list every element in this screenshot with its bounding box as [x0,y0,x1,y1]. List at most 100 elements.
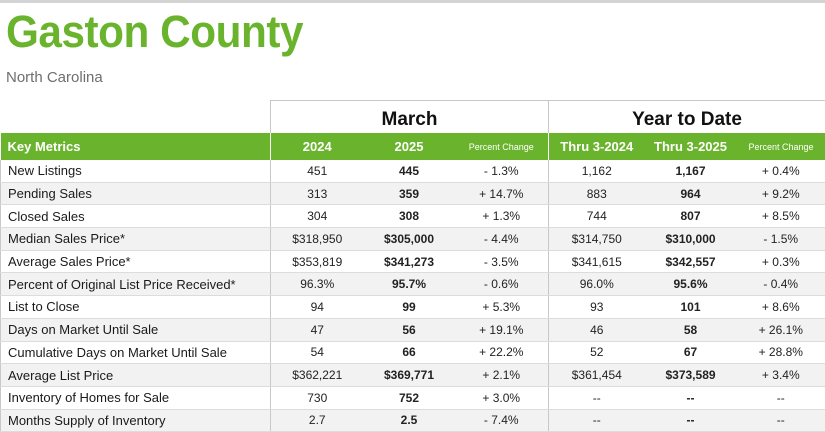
month-percent-change: + 22.2% [455,341,549,364]
header-thru-2025: Thru 3-2025 [645,133,737,160]
ytd-percent-change: + 0.3% [737,250,825,273]
month-2024-value: 96.3% [271,273,364,296]
column-header-row: Key Metrics 2024 2025 Percent Change Thr… [1,133,825,160]
month-2025-value: $369,771 [364,364,455,387]
ytd-2024-value: $361,454 [549,364,645,387]
month-2025-value: 752 [364,386,455,409]
month-2025-value: $305,000 [364,228,455,251]
page-title: Gaston County [6,2,303,62]
header-2025: 2025 [364,133,455,160]
ytd-2025-value: 1,167 [645,160,737,182]
ytd-2024-value: 1,162 [549,160,645,182]
month-2025-value: $341,273 [364,250,455,273]
month-2024-value: 47 [271,318,364,341]
month-percent-change: - 4.4% [455,228,549,251]
metric-label: Average List Price [1,364,271,387]
metric-label: List to Close [1,296,271,319]
month-percent-change: - 0.6% [455,273,549,296]
ytd-2025-value: -- [645,386,737,409]
month-percent-change: + 5.3% [455,296,549,319]
ytd-2025-value: 95.6% [645,273,737,296]
metric-label: Days on Market Until Sale [1,318,271,341]
ytd-percent-change: + 9.2% [737,182,825,205]
page-subtitle: North Carolina [6,68,103,88]
header-ytd-percent-change: Percent Change [737,133,825,160]
ytd-2025-value: $373,589 [645,364,737,387]
metric-label: Percent of Original List Price Received* [1,273,271,296]
month-2024-value: 730 [271,386,364,409]
month-2024-value: 54 [271,341,364,364]
month-2024-value: $362,221 [271,364,364,387]
group-header-ytd: Year to Date [549,101,825,134]
metric-label: New Listings [1,160,271,182]
month-2024-value: 2.7 [271,409,364,432]
month-percent-change: + 2.1% [455,364,549,387]
month-2024-value: $353,819 [271,250,364,273]
month-2025-value: 445 [364,160,455,182]
metric-label: Cumulative Days on Market Until Sale [1,341,271,364]
column-group-row: March Year to Date [1,101,825,134]
ytd-percent-change: -- [737,386,825,409]
ytd-2024-value: -- [549,409,645,432]
month-percent-change: + 19.1% [455,318,549,341]
ytd-2024-value: 96.0% [549,273,645,296]
table-row: Average List Price$362,221$369,771+ 2.1%… [1,364,825,387]
month-2025-value: 66 [364,341,455,364]
ytd-2024-value: 93 [549,296,645,319]
ytd-percent-change: - 1.5% [737,228,825,251]
month-percent-change: - 3.5% [455,250,549,273]
metric-label: Inventory of Homes for Sale [1,386,271,409]
key-metrics-table: March Year to Date Key Metrics 2024 2025… [0,100,825,432]
group-header-month: March [271,101,549,134]
ytd-2025-value: -- [645,409,737,432]
ytd-2025-value: 67 [645,341,737,364]
month-percent-change: - 7.4% [455,409,549,432]
metric-label: Closed Sales [1,205,271,228]
month-2024-value: 451 [271,160,364,182]
ytd-2025-value: $310,000 [645,228,737,251]
ytd-2024-value: 52 [549,341,645,364]
header-percent-change: Percent Change [455,133,549,160]
ytd-2024-value: 46 [549,318,645,341]
ytd-2024-value: 883 [549,182,645,205]
month-2024-value: $318,950 [271,228,364,251]
ytd-2025-value: $342,557 [645,250,737,273]
month-2024-value: 304 [271,205,364,228]
header-thru-2024: Thru 3-2024 [549,133,645,160]
ytd-percent-change: + 28.8% [737,341,825,364]
month-percent-change: - 1.3% [455,160,549,182]
metric-label: Pending Sales [1,182,271,205]
metric-label: Average Sales Price* [1,250,271,273]
month-percent-change: + 14.7% [455,182,549,205]
table-row: Median Sales Price*$318,950$305,000- 4.4… [1,228,825,251]
ytd-2025-value: 964 [645,182,737,205]
ytd-percent-change: + 26.1% [737,318,825,341]
month-2025-value: 308 [364,205,455,228]
ytd-2024-value: 744 [549,205,645,228]
ytd-2024-value: $341,615 [549,250,645,273]
ytd-percent-change: - 0.4% [737,273,825,296]
month-2025-value: 95.7% [364,273,455,296]
month-percent-change: + 1.3% [455,205,549,228]
ytd-percent-change: + 3.4% [737,364,825,387]
ytd-2025-value: 807 [645,205,737,228]
ytd-percent-change: + 8.6% [737,296,825,319]
ytd-2025-value: 101 [645,296,737,319]
metric-label: Median Sales Price* [1,228,271,251]
month-2025-value: 99 [364,296,455,319]
month-2025-value: 56 [364,318,455,341]
metric-label: Months Supply of Inventory [1,409,271,432]
month-percent-change: + 3.0% [455,386,549,409]
month-2025-value: 359 [364,182,455,205]
header-key-metrics: Key Metrics [1,133,271,160]
ytd-2025-value: 58 [645,318,737,341]
